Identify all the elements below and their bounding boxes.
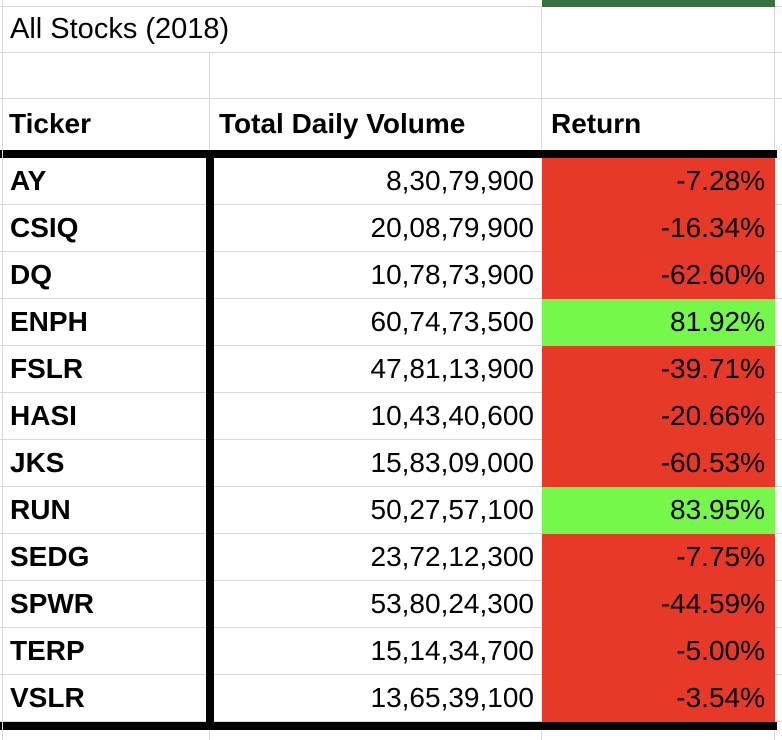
ticker-cell[interactable]: VSLR [0,675,210,722]
return-cell[interactable]: -20.66% [542,393,775,440]
empty-cell [210,730,542,740]
return-cell[interactable]: -62.60% [542,252,775,299]
empty-cell[interactable] [542,53,775,98]
top-partial-cell-right [775,0,782,7]
table-row: TERP 15,14,34,700 -5.00% [0,628,782,675]
empty-cell [775,487,782,534]
return-cell[interactable]: -5.00% [542,628,775,675]
table-row: ENPH 60,74,73,500 81.92% [0,299,782,346]
volume-cell[interactable]: 47,81,13,900 [210,346,542,393]
volume-cell[interactable]: 20,08,79,900 [210,205,542,252]
ticker-cell[interactable]: DQ [0,252,210,299]
empty-cell [775,158,782,205]
ticker-cell[interactable]: RUN [0,487,210,534]
volume-cell[interactable]: 15,83,09,000 [210,440,542,487]
ticker-cell[interactable]: AY [0,158,210,205]
empty-cell [775,581,782,628]
top-partial-cell-left [0,0,542,7]
column-header-return[interactable]: Return [542,99,775,150]
volume-cell[interactable]: 53,80,24,300 [210,581,542,628]
empty-cell [775,7,782,52]
table-row: DQ 10,78,73,900 -62.60% [0,252,782,299]
return-cell[interactable]: -44.59% [542,581,775,628]
table-row: JKS 15,83,09,000 -60.53% [0,440,782,487]
table-row: SPWR 53,80,24,300 -44.59% [0,581,782,628]
return-cell[interactable]: 83.95% [542,487,775,534]
empty-cell [775,205,782,252]
empty-cell[interactable] [542,7,775,52]
top-partial-row [0,0,782,7]
table-row: AY 8,30,79,900 -7.28% [0,158,782,205]
table-row: FSLR 47,81,13,900 -39.71% [0,346,782,393]
empty-cell[interactable] [210,53,542,98]
empty-cell [775,628,782,675]
title-row: All Stocks (2018) [0,7,782,53]
table-row: RUN 50,27,57,100 83.95% [0,487,782,534]
return-cell[interactable]: -39.71% [542,346,775,393]
volume-cell[interactable]: 15,14,34,700 [210,628,542,675]
table-row: CSIQ 20,08,79,900 -16.34% [0,205,782,252]
ticker-column-right-border [206,150,214,730]
return-cell[interactable]: -7.28% [542,158,775,205]
ticker-cell[interactable]: TERP [0,628,210,675]
column-header-volume[interactable]: Total Daily Volume [210,99,542,150]
volume-cell[interactable]: 10,43,40,600 [210,393,542,440]
ticker-cell[interactable]: CSIQ [0,205,210,252]
ticker-cell[interactable]: SEDG [0,534,210,581]
empty-cell [775,534,782,581]
empty-cell[interactable] [0,53,210,98]
return-cell[interactable]: -3.54% [542,675,775,722]
table-row: SEDG 23,72,12,300 -7.75% [0,534,782,581]
return-cell[interactable]: -60.53% [542,440,775,487]
volume-cell[interactable]: 13,65,39,100 [210,675,542,722]
empty-cell [775,675,782,722]
table-row: VSLR 13,65,39,100 -3.54% [0,675,782,722]
ticker-cell[interactable]: SPWR [0,581,210,628]
volume-cell[interactable]: 50,27,57,100 [210,487,542,534]
ticker-cell[interactable]: JKS [0,440,210,487]
partial-cell-dark-green [542,0,775,7]
empty-cell [0,730,210,740]
empty-cell [542,730,775,740]
header-row: Ticker Total Daily Volume Return [0,99,782,150]
empty-cell [775,252,782,299]
ticker-cell[interactable]: FSLR [0,346,210,393]
empty-cell [775,440,782,487]
empty-cell [775,393,782,440]
empty-cell [775,299,782,346]
return-cell[interactable]: -7.75% [542,534,775,581]
table-row: HASI 10,43,40,600 -20.66% [0,393,782,440]
volume-cell[interactable]: 60,74,73,500 [210,299,542,346]
return-cell[interactable]: 81.92% [542,299,775,346]
volume-cell[interactable]: 10,78,73,900 [210,252,542,299]
column-header-ticker[interactable]: Ticker [0,99,210,150]
empty-row [0,53,782,99]
ticker-cell[interactable]: ENPH [0,299,210,346]
volume-cell[interactable]: 23,72,12,300 [210,534,542,581]
empty-cell [775,346,782,393]
return-cell[interactable]: -16.34% [542,205,775,252]
empty-cell [775,730,782,740]
ticker-cell[interactable]: HASI [0,393,210,440]
table-bottom-border [0,722,777,730]
sheet-title-cell[interactable]: All Stocks (2018) [0,7,542,52]
empty-cell [775,99,782,150]
bottom-partial-row [0,730,782,740]
header-bottom-border [0,150,777,158]
volume-cell[interactable]: 8,30,79,900 [210,158,542,205]
empty-cell [775,53,782,98]
left-gridline [2,0,3,740]
